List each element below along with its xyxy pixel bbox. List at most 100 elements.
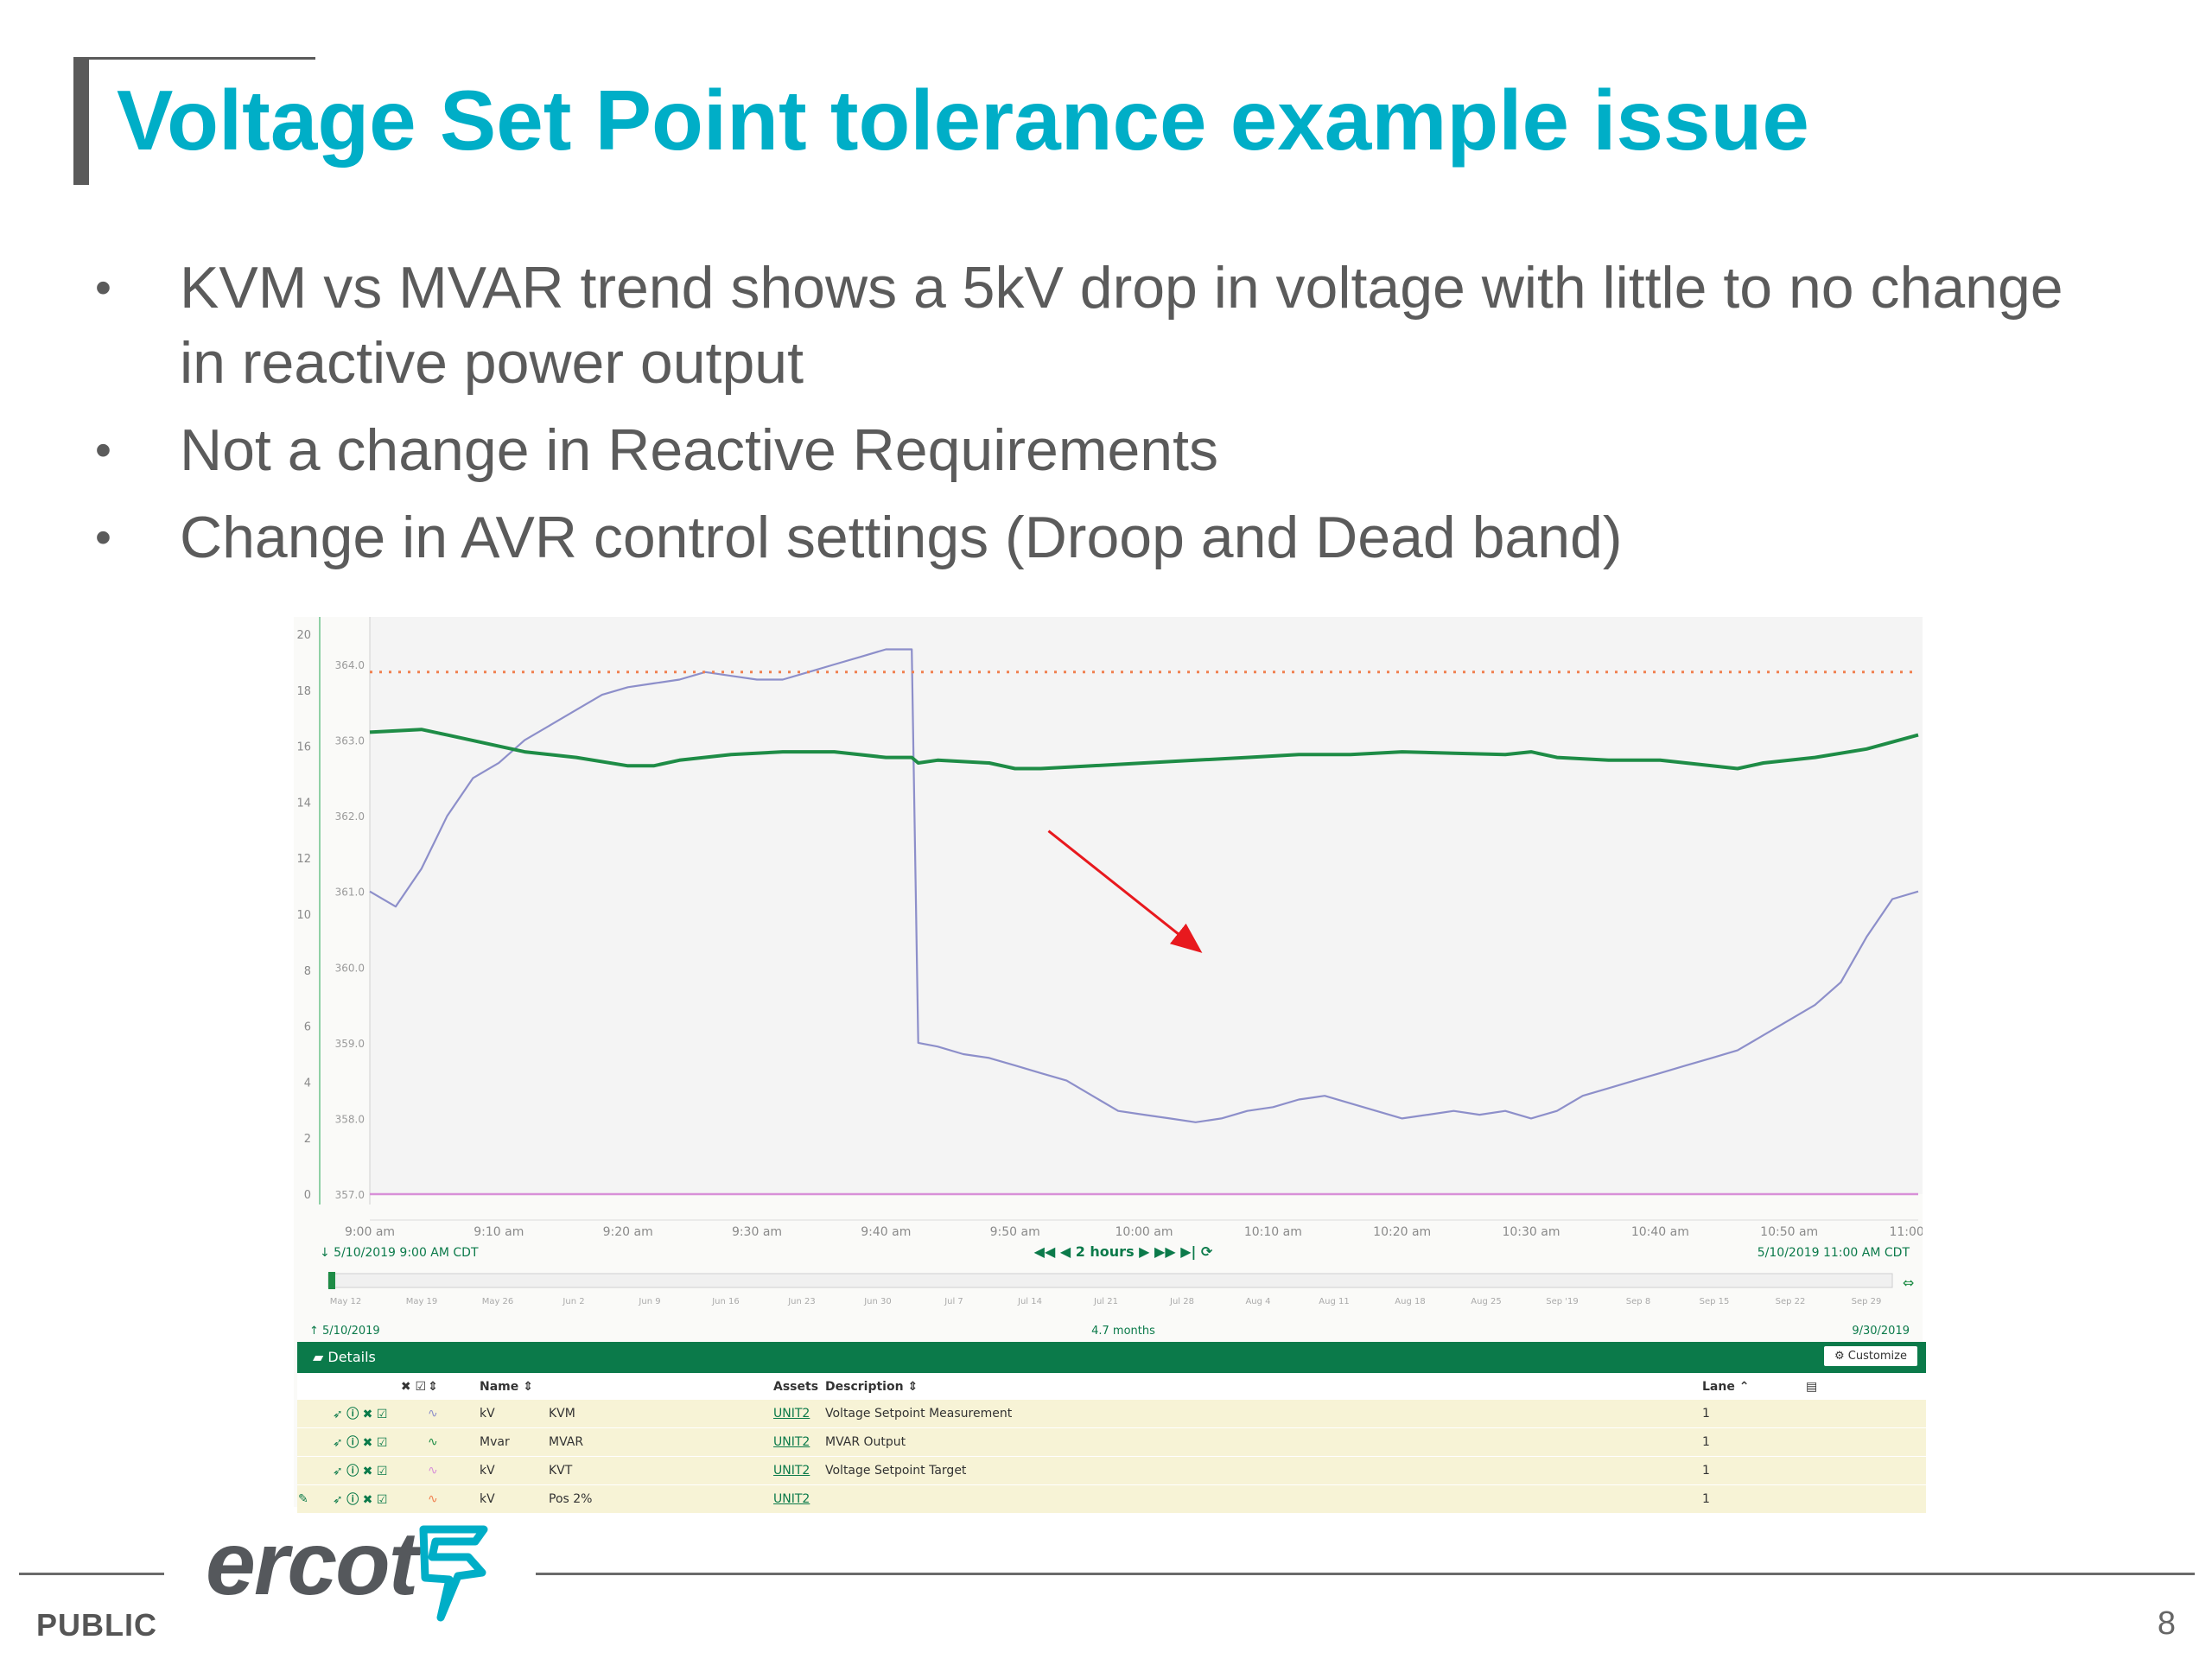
remove-icon[interactable]: ✖ <box>362 1408 373 1421</box>
header-description-text: Description <box>825 1380 904 1394</box>
row-action-icons[interactable]: ➶ ⓘ ✖ ☑ <box>332 1484 427 1514</box>
edit-icon[interactable] <box>297 1400 332 1428</box>
series-color-icon: ∿ <box>427 1400 479 1428</box>
checkbox-icon[interactable]: ☑ <box>376 1465 388 1478</box>
edit-icon[interactable] <box>297 1456 332 1485</box>
row-asset-link[interactable]: UNIT2 <box>772 1427 824 1457</box>
left-axis-tick-label: 18 <box>296 685 311 698</box>
locate-icon[interactable]: ➶ <box>333 1436 343 1450</box>
row-blank <box>1805 1400 1926 1428</box>
edit-icon[interactable] <box>297 1427 332 1457</box>
overview-tick-label: Jun 9 <box>638 1297 660 1306</box>
series-color-icon: ∿ <box>427 1484 479 1514</box>
left-axis-tick-label: 12 <box>296 853 311 866</box>
info-icon[interactable]: ⓘ <box>346 1493 359 1507</box>
row-blank <box>1805 1456 1926 1485</box>
table-row[interactable]: ➶ ⓘ ✖ ☑ ∿ kV KVT UNIT2 Voltage Setpoint … <box>297 1456 1926 1485</box>
right-axis-tick-label: 361.0 <box>335 887 365 899</box>
row-name: MVAR <box>548 1427 772 1457</box>
overview-tick-label: Sep 29 <box>1852 1297 1882 1306</box>
header-lane[interactable]: Lane ⌃ <box>1701 1374 1805 1400</box>
x-axis-tick-label: 11:00 am <box>1889 1225 1923 1239</box>
left-axis-tick-label: 14 <box>296 797 311 810</box>
row-name: Pos 2% <box>548 1484 772 1514</box>
header-name-text: Name <box>480 1380 519 1394</box>
overview-tick-label: Sep 15 <box>1700 1297 1730 1306</box>
right-axis-tick-label: 360.0 <box>335 962 365 974</box>
right-axis-tick-label: 358.0 <box>335 1113 365 1125</box>
table-row[interactable]: ✎ ➶ ⓘ ✖ ☑ ∿ kV Pos 2% UNIT2 1 <box>297 1484 1926 1514</box>
details-label: ▰ Details <box>313 1349 376 1365</box>
row-action-icons[interactable]: ➶ ⓘ ✖ ☑ <box>332 1456 427 1485</box>
customize-button[interactable]: ⚙ Customize <box>1823 1346 1917 1366</box>
info-icon[interactable]: ⓘ <box>346 1408 359 1421</box>
checkbox-icon[interactable]: ☑ <box>376 1436 388 1450</box>
row-action-icons[interactable]: ➶ ⓘ ✖ ☑ <box>332 1400 427 1428</box>
row-description: Voltage Setpoint Measurement <box>824 1400 1701 1428</box>
header-name[interactable]: Name ⇕ <box>479 1374 772 1400</box>
row-asset-link[interactable]: UNIT2 <box>772 1456 824 1485</box>
overview-tick-label: Sep 8 <box>1626 1297 1650 1306</box>
info-icon[interactable]: ⓘ <box>346 1436 359 1450</box>
header-sort[interactable]: ⇕ <box>427 1374 479 1400</box>
remove-icon[interactable]: ✖ <box>362 1436 373 1450</box>
overview-tick-label: May 19 <box>406 1297 438 1306</box>
locate-icon[interactable]: ➶ <box>333 1493 343 1507</box>
x-axis-tick-label: 10:00 am <box>1115 1225 1173 1239</box>
row-asset-link[interactable]: UNIT2 <box>772 1484 824 1514</box>
asset-link-text[interactable]: UNIT2 <box>773 1492 810 1506</box>
overview-tick-label: Sep '19 <box>1546 1297 1579 1306</box>
locate-icon[interactable]: ➶ <box>333 1408 343 1421</box>
checkbox-icon[interactable]: ☑ <box>376 1493 388 1507</box>
row-unit: kV <box>479 1400 548 1428</box>
header-description[interactable]: Description ⇕ <box>824 1374 1701 1400</box>
locate-icon[interactable]: ➶ <box>333 1465 343 1478</box>
left-axis-tick-label: 0 <box>304 1189 311 1202</box>
asset-link-text[interactable]: UNIT2 <box>773 1464 810 1478</box>
table-row[interactable]: ➶ ⓘ ✖ ☑ ∿ kV KVM UNIT2 Voltage Setpoint … <box>297 1400 1926 1428</box>
row-lane: 1 <box>1701 1456 1805 1485</box>
bullet-list: KVM vs MVAR trend shows a 5kV drop in vo… <box>86 251 2074 588</box>
x-axis-tick-label: 9:00 am <box>345 1225 395 1239</box>
customize-button-label: Customize <box>1847 1350 1907 1363</box>
asset-link-text[interactable]: UNIT2 <box>773 1435 810 1449</box>
overview-slider-track <box>327 1273 1893 1288</box>
asset-link-text[interactable]: UNIT2 <box>773 1407 810 1421</box>
edit-icon[interactable]: ✎ <box>297 1484 332 1514</box>
overview-tick-label: Aug 25 <box>1471 1297 1501 1306</box>
header-lane-text: Lane <box>1702 1380 1735 1394</box>
left-axis-tick-label: 4 <box>304 1077 311 1090</box>
x-axis-tick-label: 9:40 am <box>861 1225 911 1239</box>
right-axis-tick-label: 364.0 <box>335 659 365 671</box>
overview-tick-label: Jul 14 <box>1017 1297 1042 1306</box>
range-start-label: ↑ 5/10/2019 <box>309 1325 380 1338</box>
table-header-row: ✖ ☑ ⇕ Name ⇕ Assets Description ⇕ Lane ⌃… <box>297 1374 1926 1400</box>
row-unit: Mvar <box>479 1427 548 1457</box>
details-header-bar: ▰ Details ⚙ Customize <box>297 1342 1926 1373</box>
time-end-label: 5/10/2019 11:00 AM CDT <box>1758 1246 1910 1260</box>
row-description <box>824 1484 1701 1514</box>
checkbox-icon[interactable]: ☑ <box>376 1408 388 1421</box>
series-color-icon: ∿ <box>427 1456 479 1485</box>
x-axis-tick-label: 9:20 am <box>603 1225 653 1239</box>
bullet-item: Not a change in Reactive Requirements <box>86 413 2074 488</box>
remove-icon[interactable]: ✖ <box>362 1493 373 1507</box>
header-assets[interactable]: Assets <box>772 1374 824 1400</box>
remove-icon[interactable]: ✖ <box>362 1465 373 1478</box>
row-lane: 1 <box>1701 1484 1805 1514</box>
row-action-icons[interactable]: ➶ ⓘ ✖ ☑ <box>332 1427 427 1457</box>
info-icon[interactable]: ⓘ <box>346 1465 359 1478</box>
left-axis-tick-label: 10 <box>296 909 311 922</box>
header-columns-icon[interactable]: ▤ <box>1805 1374 1926 1400</box>
annotation-arrow <box>1047 830 1203 953</box>
overview-tick-label: Jul 21 <box>1093 1297 1118 1306</box>
page-number: 8 <box>2157 1605 2176 1642</box>
overview-tick-label: Aug 11 <box>1319 1297 1349 1306</box>
table-row[interactable]: ➶ ⓘ ✖ ☑ ∿ Mvar MVAR UNIT2 MVAR Output 1 <box>297 1427 1926 1457</box>
series-color-icon: ∿ <box>427 1427 479 1457</box>
row-description: Voltage Setpoint Target <box>824 1456 1701 1485</box>
right-axis-tick-label: 363.0 <box>335 735 365 747</box>
row-asset-link[interactable]: UNIT2 <box>772 1400 824 1428</box>
series-table: ✖ ☑ ⇕ Name ⇕ Assets Description ⇕ Lane ⌃… <box>297 1374 1926 1514</box>
